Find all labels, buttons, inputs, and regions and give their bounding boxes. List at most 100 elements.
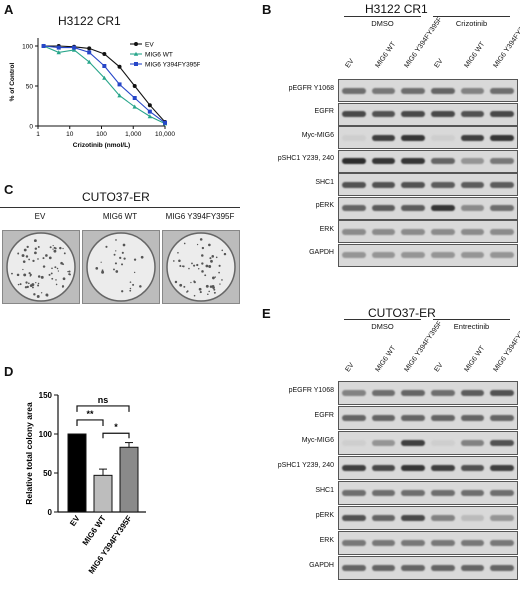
c-colony — [199, 291, 202, 294]
c-colony — [213, 291, 216, 294]
e-lane-label: MIG6 Y394FY395F — [403, 320, 444, 374]
a-x-tick-label: 1 — [36, 131, 40, 138]
b-band — [371, 205, 396, 211]
c-colony — [208, 243, 211, 247]
c-colony — [59, 246, 62, 250]
c-colony — [17, 283, 20, 286]
d-y-axis-label: Relative total colony area — [24, 402, 34, 505]
b-lane-label: MIG6 Y394FY395F — [403, 16, 444, 70]
c-colony — [37, 258, 39, 260]
c-colony — [209, 285, 213, 288]
c-colony — [182, 265, 185, 268]
e-band — [401, 465, 425, 471]
c-colony — [191, 262, 193, 265]
a-x-tick-label: 100 — [96, 131, 107, 138]
b-band — [342, 111, 366, 117]
d-significance-bracket — [102, 432, 130, 439]
b-blot-strip — [338, 173, 518, 196]
e-band — [431, 490, 455, 496]
c-colony — [119, 256, 122, 260]
b-group-rule — [344, 16, 421, 17]
e-band — [401, 440, 425, 446]
c-colony — [19, 283, 22, 286]
e-band — [431, 415, 455, 421]
e-band — [490, 565, 514, 571]
e-band — [460, 415, 485, 421]
b-band — [342, 158, 366, 164]
c-colony — [198, 287, 202, 291]
b-band — [490, 205, 514, 211]
c-colony — [29, 275, 32, 277]
e-band — [371, 515, 396, 521]
e-band — [490, 490, 514, 496]
c-colony — [95, 267, 99, 270]
c-colony — [53, 249, 57, 253]
a-point — [56, 45, 61, 50]
c-plate-rim — [86, 232, 156, 302]
c-colony — [33, 239, 37, 243]
b-lane-label: EV — [433, 57, 445, 70]
e-band — [431, 440, 455, 446]
e-band — [460, 440, 485, 446]
b-band — [401, 111, 425, 117]
e-band — [431, 540, 455, 546]
b-band — [431, 158, 455, 164]
b-band — [342, 205, 366, 211]
b-band — [460, 252, 485, 258]
e-lane-label: MIG6 WT — [462, 344, 486, 374]
e-row-label: GAPDH — [309, 562, 334, 569]
d-significance-label: ** — [86, 409, 94, 419]
c-colony — [190, 281, 192, 284]
e-band — [401, 415, 425, 421]
b-band — [490, 134, 514, 141]
c-colony — [52, 245, 54, 247]
a-point — [132, 84, 137, 88]
c-colony — [100, 261, 102, 263]
c-plate-rim — [6, 232, 76, 302]
d-significance-bracket — [76, 405, 130, 412]
e-band — [490, 415, 514, 421]
b-band — [431, 205, 455, 211]
c-colony — [11, 272, 13, 275]
c-condition-label: MIG6 Y394FY395F — [165, 212, 235, 221]
c-colony — [62, 263, 65, 266]
c-colony — [31, 286, 34, 289]
b-band — [342, 181, 366, 188]
c-colony — [212, 286, 215, 289]
c-colony — [26, 245, 29, 249]
e-blot-strip — [338, 556, 518, 580]
c-colony — [193, 294, 196, 297]
b-band — [401, 252, 425, 258]
c-colony — [201, 254, 204, 257]
c-colony — [54, 247, 57, 250]
e-band — [490, 465, 514, 471]
b-band — [460, 205, 485, 211]
a-legend-label: MIG6 WT — [145, 52, 173, 59]
c-colony — [37, 275, 41, 278]
a-point — [132, 104, 137, 109]
e-lane-label: EV — [433, 361, 445, 374]
b-lane-label: MIG6 WT — [462, 40, 486, 70]
e-band — [431, 390, 455, 396]
c-colony — [62, 247, 64, 250]
d-significance-bracket — [76, 419, 104, 426]
c-colony — [57, 270, 60, 272]
a-y-tick-label: 100 — [22, 44, 33, 51]
a-point — [117, 93, 122, 98]
c-colony — [129, 281, 132, 283]
e-band — [431, 465, 455, 471]
d-y-tick-label: 50 — [43, 469, 52, 478]
a-point — [72, 45, 77, 50]
panel-d-chart: 0 50 100 150 Relative total colony area EV MIG… — [24, 391, 146, 575]
c-colony — [205, 264, 209, 268]
c-colony — [37, 245, 40, 248]
e-band — [371, 540, 396, 546]
b-band — [371, 87, 396, 94]
b-band — [342, 134, 366, 141]
a-legend-marker — [133, 51, 139, 56]
d-bar — [119, 446, 139, 513]
b-band — [401, 181, 425, 188]
c-condition-label: MIG6 WT — [102, 212, 138, 221]
a-point — [163, 120, 167, 125]
c-colony — [174, 281, 177, 283]
